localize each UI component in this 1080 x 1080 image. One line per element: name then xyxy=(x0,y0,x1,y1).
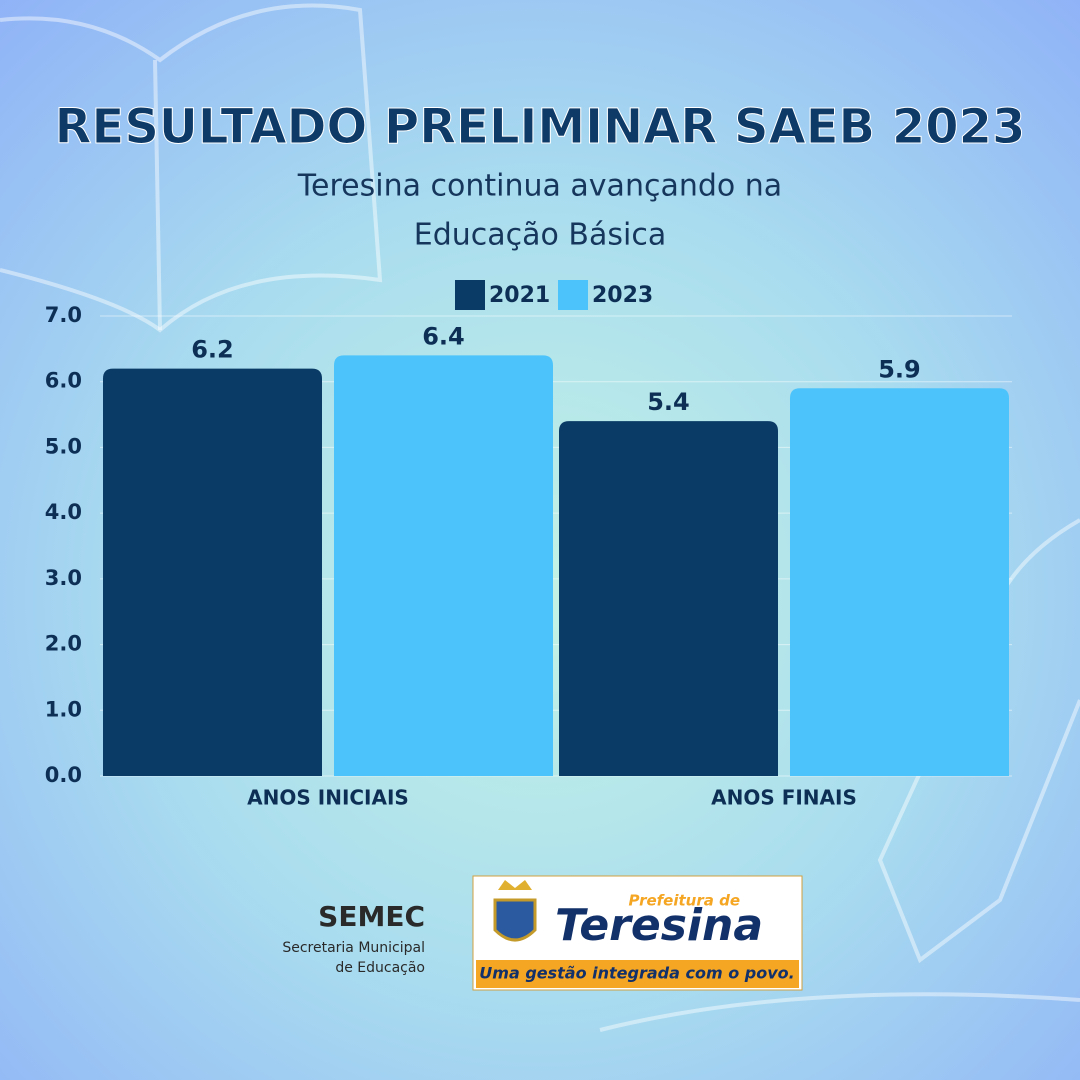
semec-caption: de Educação xyxy=(335,960,425,976)
bar xyxy=(334,355,553,776)
subtitle: Teresina continua avançando na xyxy=(297,169,782,204)
bar xyxy=(559,421,778,776)
y-tick-label: 1.0 xyxy=(45,697,82,721)
y-tick-label: 5.0 xyxy=(45,434,82,458)
bar xyxy=(103,368,322,776)
logo-crown xyxy=(498,880,532,890)
semec: SEMEC xyxy=(318,900,425,933)
logo-crest xyxy=(493,898,537,942)
value-label: 6.2 xyxy=(191,336,234,364)
y-tick-label: 0.0 xyxy=(45,763,82,787)
y-tick-label: 2.0 xyxy=(45,632,82,656)
legend-label: 2021 xyxy=(489,283,550,308)
footer: SEMEC Secretaria Municipal de Educação P… xyxy=(282,875,803,991)
legend-swatch xyxy=(455,280,485,310)
legend-swatch xyxy=(558,280,588,310)
x-tick-label: ANOS FINAIS xyxy=(711,786,857,810)
value-label: 6.4 xyxy=(422,322,465,350)
semec-caption: Secretaria Municipal xyxy=(282,940,425,956)
subtitle: Educação Básica xyxy=(414,218,666,253)
value-label: 5.9 xyxy=(878,355,921,383)
logo-name: Teresina xyxy=(555,900,763,951)
y-tick-label: 3.0 xyxy=(45,566,82,590)
y-tick-label: 4.0 xyxy=(45,500,82,524)
x-tick-label: ANOS INICIAIS xyxy=(247,786,409,810)
logo-top: Prefeitura de xyxy=(629,892,740,910)
y-tick-label: 6.0 xyxy=(45,369,82,393)
bar xyxy=(790,388,1009,776)
value-label: 5.4 xyxy=(647,388,690,416)
logo-band xyxy=(476,960,799,988)
legend-label: 2023 xyxy=(592,283,653,308)
slogan: Uma gestão integrada com o povo. xyxy=(479,964,794,983)
y-tick-label: 7.0 xyxy=(45,303,82,327)
title: RESULTADO PRELIMINAR SAEB 2023 xyxy=(55,99,1026,155)
